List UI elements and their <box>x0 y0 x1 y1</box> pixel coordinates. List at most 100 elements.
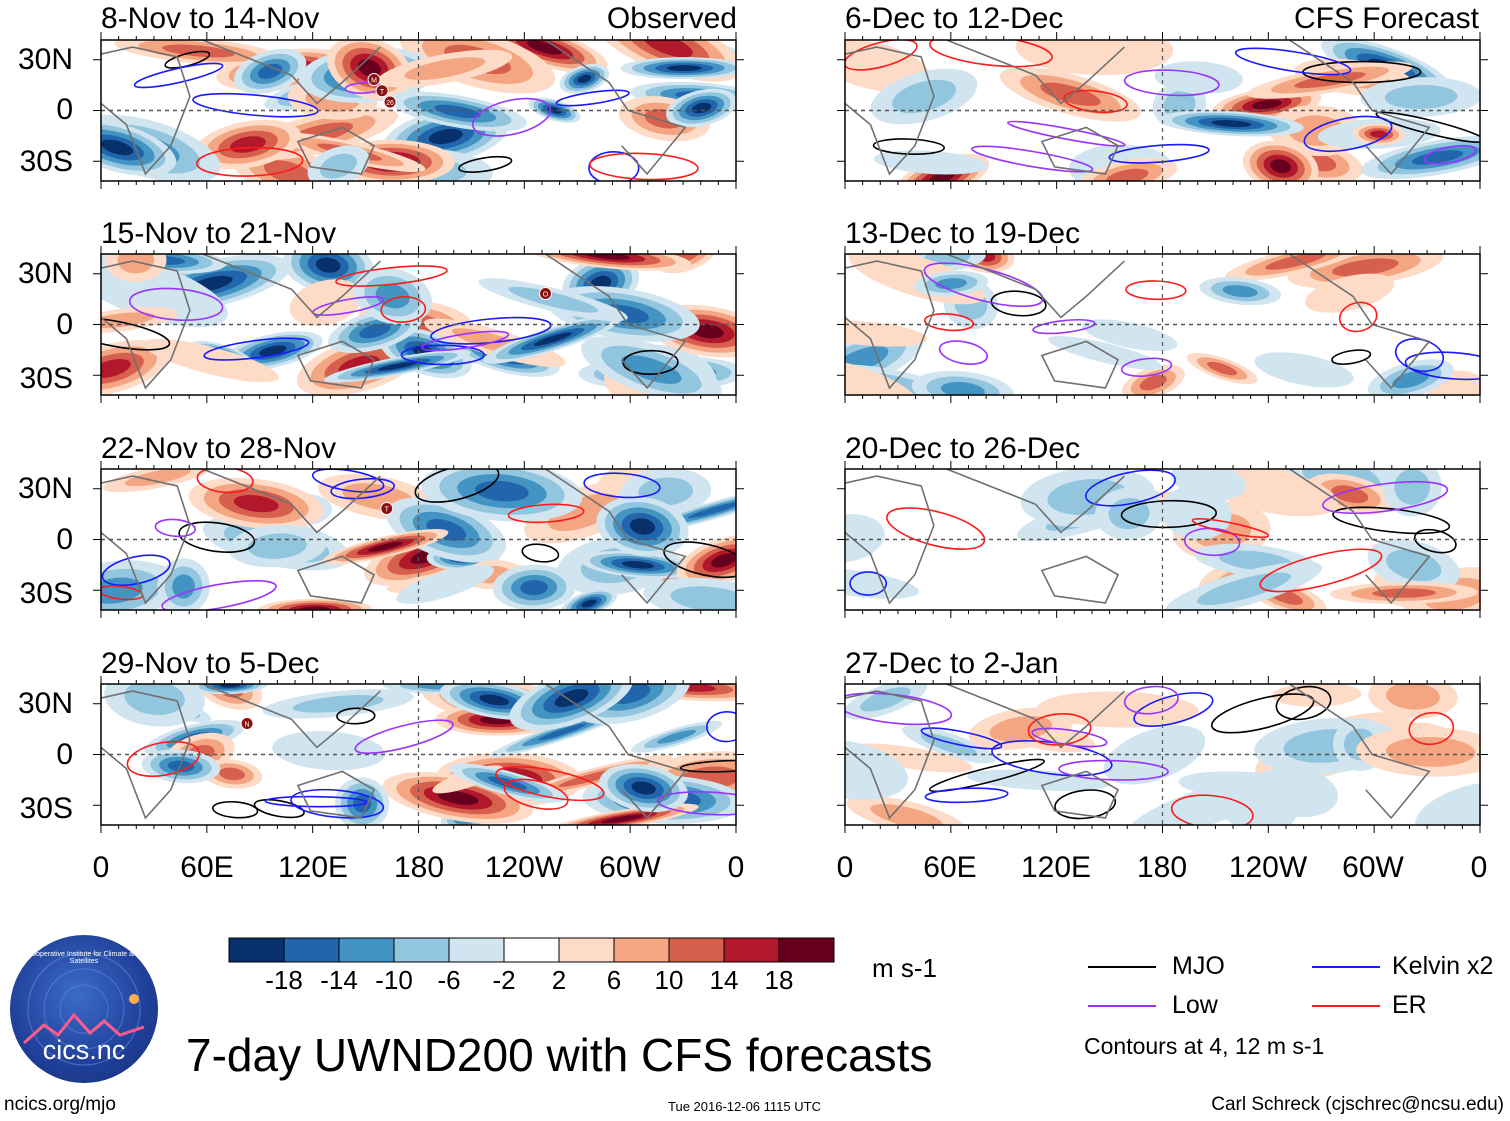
contour-blue <box>588 150 640 181</box>
contour-red <box>589 152 699 181</box>
contour-black <box>872 138 945 155</box>
wind-anomaly-blob <box>124 684 185 716</box>
coastlines <box>101 254 687 390</box>
wind-anomaly-blob <box>1332 258 1399 277</box>
wind-anomaly-blob <box>1254 352 1354 388</box>
coast-asia <box>202 684 381 749</box>
wind-anomaly-blob <box>142 338 279 383</box>
colorbar-tick: -18 <box>265 965 303 995</box>
colorbar-swatch <box>668 937 725 963</box>
contour-blue <box>1108 143 1210 164</box>
contour-black <box>101 317 171 351</box>
contour-blue <box>920 727 1003 750</box>
legend-line-kelvin <box>1312 966 1380 968</box>
contour-black <box>1275 685 1332 721</box>
coast-africa <box>101 46 191 176</box>
contour-red <box>929 40 1053 68</box>
contour-purple <box>471 97 552 137</box>
wind-anomaly-blob <box>688 501 736 519</box>
wind-anomaly-blob <box>666 65 702 72</box>
contour-black <box>928 758 1046 793</box>
colorbar-swatch <box>228 937 285 963</box>
wind-anomaly-blob <box>377 361 418 371</box>
wind-anomaly-blob <box>233 495 279 513</box>
colorbar-swatch <box>723 937 780 963</box>
map-panel-5 <box>837 32 1488 189</box>
wind-anomaly-blob <box>1253 766 1338 818</box>
wind-anomaly-blob <box>577 74 592 83</box>
wind-anomaly-blob <box>1040 82 1101 107</box>
storm-marker-icon: T <box>380 501 394 515</box>
wind-anomaly-blob <box>940 381 985 395</box>
xtick-180: 180 <box>393 851 445 884</box>
coast-americas <box>1289 469 1431 605</box>
contour-black <box>336 707 376 725</box>
map-panel-4: N <box>93 676 744 833</box>
logo-text: cics.nc <box>42 1035 126 1065</box>
contour-purple <box>971 145 1094 173</box>
wind-anomaly-blob <box>1015 40 1174 76</box>
colorbar-swatch <box>613 937 670 963</box>
wind-anomaly-blob <box>434 104 481 119</box>
xtick-0-right: 0 <box>1470 851 1488 884</box>
ytick-30n: 30N <box>17 43 73 76</box>
legend-line-mjo <box>1088 966 1156 968</box>
contour-black <box>1375 111 1480 144</box>
wind-anomaly-blob <box>375 283 410 309</box>
coast-australia <box>1040 340 1120 389</box>
colorbar-tick: -2 <box>492 965 516 995</box>
xtick-120e: 120E <box>1020 851 1092 884</box>
storm-label: T <box>380 89 385 96</box>
wind-anomaly-blob <box>870 804 943 825</box>
ytick-30s: 30S <box>19 792 73 825</box>
wind-anomaly-blob <box>117 254 155 274</box>
wind-anomaly-blob <box>257 63 283 79</box>
observed-label: Observed <box>606 2 737 35</box>
wind-anomaly-blob <box>396 565 494 604</box>
wind-anomaly-blob <box>357 59 381 77</box>
footer-timestamp: Tue 2016-12-06 1115 UTC <box>668 1099 821 1114</box>
wind-anomaly-blob <box>1265 254 1326 270</box>
ytick-0: 0 <box>56 523 73 556</box>
wind-anomaly-blob <box>873 150 988 175</box>
wind-anomaly-blob <box>1386 684 1440 710</box>
contour-black <box>1120 499 1217 529</box>
coastlines <box>101 684 687 820</box>
forecast-label: CFS Forecast <box>1293 2 1479 35</box>
contour-purple <box>128 287 224 321</box>
contour-black <box>521 543 560 563</box>
wind-anomaly-blob <box>219 767 246 781</box>
contour-red <box>507 503 585 524</box>
contour-blue <box>330 477 395 500</box>
colorbar-swatch <box>778 937 835 963</box>
coast-asia <box>202 40 381 105</box>
wind-anomaly-blob <box>1415 782 1480 825</box>
xtick-120w: 120W <box>1228 851 1308 884</box>
legend-line-er <box>1312 1005 1380 1007</box>
colorbar-tick: 14 <box>709 965 739 995</box>
wind-anomaly-blob <box>1103 725 1206 785</box>
wind-anomaly-blob <box>437 790 479 805</box>
contour-blue <box>924 787 1009 804</box>
colorbar-swatch <box>448 937 505 963</box>
coast-africa <box>101 260 191 390</box>
contour-blue <box>1234 47 1352 76</box>
wind-anomaly-blob <box>508 286 598 313</box>
contour-purple <box>1123 685 1179 715</box>
xtick-120e: 120E <box>277 851 349 884</box>
wind-anomaly-blob <box>124 469 191 487</box>
contour-purple <box>1031 727 1108 748</box>
map-panel-8 <box>837 676 1488 833</box>
wind-anomaly-blob <box>621 561 655 569</box>
colorbar-swatch <box>393 937 450 963</box>
wind-anomaly-blob <box>670 586 736 610</box>
coast-asia <box>946 684 1125 749</box>
coast-australia <box>1040 770 1120 819</box>
map-panel-2: O <box>93 246 744 403</box>
mountain-icon <box>22 1012 145 1045</box>
contour-blue <box>203 337 310 361</box>
coast-asia <box>946 254 1125 319</box>
panel-title-obs-1: 8-Nov to 14-Nov <box>101 2 320 35</box>
xtick-60e: 60E <box>180 851 234 884</box>
wind-anomaly-blob <box>1331 485 1369 504</box>
